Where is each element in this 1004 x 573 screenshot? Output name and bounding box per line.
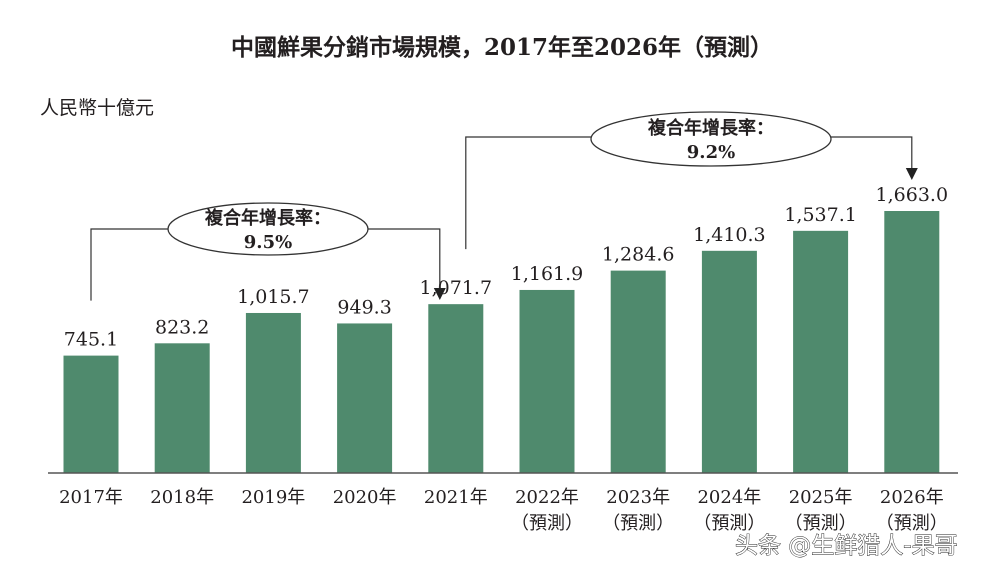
bar-2025年 <box>793 230 849 473</box>
bar-2020年 <box>337 323 393 473</box>
x-tick-note: （預測） <box>785 513 857 534</box>
bar-2021年 <box>428 304 484 473</box>
data-label: 1,161.9 <box>511 263 584 285</box>
x-tick-label: 2017年 <box>59 487 123 508</box>
bar-2023年 <box>610 270 666 473</box>
cagr-label: 複合年增長率： <box>647 117 774 139</box>
cagr-line <box>90 228 168 301</box>
x-tick-note: （預測） <box>602 513 674 534</box>
chart-title: 中國鮮果分銷市場規模，2017年至2026年（預測） <box>231 34 773 61</box>
x-tick-label: 2021年 <box>424 487 488 508</box>
data-label: 1,537.1 <box>784 204 857 226</box>
cagr-label: 複合年增長率： <box>204 207 331 229</box>
x-tick-label: 2018年 <box>150 487 214 508</box>
y-axis-label: 人民幣十億元 <box>40 97 154 119</box>
data-label: 1,663.0 <box>876 184 949 206</box>
data-label: 823.2 <box>155 316 209 338</box>
bar-2026年 <box>884 211 940 473</box>
x-tick-label: 2019年 <box>241 487 305 508</box>
bar-2019年 <box>245 312 301 473</box>
data-label: 1,071.7 <box>420 277 493 299</box>
bar-2017年 <box>63 355 119 473</box>
x-tick-label: 2023年 <box>606 487 670 508</box>
data-label: 1,284.6 <box>602 244 675 266</box>
x-tick-label: 2026年 <box>880 487 944 508</box>
bar-2022年 <box>519 289 575 473</box>
cagr-value: 9.2% <box>687 142 735 163</box>
cagr-ellipse <box>167 202 369 256</box>
arrow-icon <box>905 168 918 180</box>
x-tick-label: 2020年 <box>333 487 397 508</box>
arrow-icon <box>433 288 446 300</box>
x-tick-note: （預測） <box>876 513 948 534</box>
watermark: 头条 @生鲜猎人-果哥 <box>735 533 958 559</box>
cagr-line <box>368 228 441 290</box>
data-label: 1,015.7 <box>237 286 310 308</box>
data-label: 745.1 <box>64 329 118 351</box>
data-label: 949.3 <box>337 296 391 318</box>
cagr-value: 9.5% <box>244 232 292 253</box>
x-tick-note: （預測） <box>693 513 765 534</box>
cagr-line <box>465 136 591 250</box>
cagr-line <box>831 136 913 170</box>
x-tick-label: 2022年 <box>515 487 579 508</box>
data-label: 1,410.3 <box>693 224 766 246</box>
bar-2018年 <box>154 343 210 473</box>
x-tick-label: 2025年 <box>789 487 853 508</box>
cagr-ellipse <box>590 111 832 167</box>
x-tick-label: 2024年 <box>697 487 761 508</box>
bar-2024年 <box>701 250 757 473</box>
x-tick-note: （預測） <box>511 513 583 534</box>
